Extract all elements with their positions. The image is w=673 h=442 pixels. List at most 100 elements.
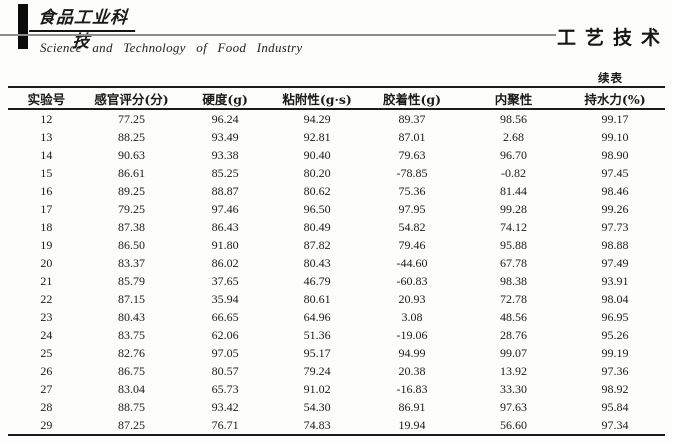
- value-cell: 80.62: [303, 184, 331, 198]
- value-cell: 74.83: [303, 418, 331, 432]
- column-header-4: 胶着性(g): [382, 91, 442, 107]
- experiment-id-cell: 21: [40, 274, 53, 288]
- value-cell: 80.61: [303, 292, 331, 306]
- results-table: 实验号 感官评分(分) 硬度(g) 粘附性(g·s) 胶着性(g) 内聚性 持水力(%) 1…: [8, 86, 665, 436]
- value-cell: 87.15: [118, 292, 145, 306]
- table-row: 20 83.37 86.02 80.43 -44.60 67.78 97.49: [8, 254, 665, 272]
- value-cell: 98.92: [601, 382, 629, 396]
- table-row: 26 86.75 80.57 79.24 20.38 13.92 97.36: [8, 362, 665, 380]
- experiment-id-cell: 24: [40, 328, 53, 342]
- value-cell: 97.63: [500, 400, 527, 414]
- table-continued-label: 续表: [598, 73, 623, 85]
- table-row: 12 77.25 96.24 94.29 89.37 98.56 99.17: [8, 109, 665, 128]
- value-cell: 99.07: [500, 346, 527, 360]
- value-cell: 93.42: [211, 400, 239, 414]
- value-cell: 95.17: [303, 346, 331, 360]
- value-cell: 93.49: [211, 130, 239, 144]
- value-cell: 96.95: [601, 310, 629, 324]
- value-cell: 48.56: [500, 310, 527, 324]
- value-cell: 90.40: [303, 148, 331, 162]
- value-cell: 93.38: [211, 148, 239, 162]
- experiment-id-cell: 18: [40, 220, 53, 234]
- experiment-id-cell: 13: [40, 130, 53, 144]
- value-cell: 99.10: [601, 130, 629, 144]
- value-cell: 62.06: [211, 328, 239, 342]
- experiment-id-cell: 15: [40, 166, 53, 180]
- table-row: 23 80.43 66.65 64.96 3.08 48.56 96.95: [8, 308, 665, 326]
- experiment-id-cell: 12: [40, 112, 53, 126]
- value-cell: 88.75: [118, 400, 145, 414]
- journal-logo: 食品工业科技: [29, 6, 137, 52]
- table-row: 19 86.50 91.80 87.82 79.46 95.88 98.88: [8, 236, 665, 254]
- value-cell: 92.81: [303, 130, 331, 144]
- value-cell: 91.02: [303, 382, 331, 396]
- value-cell: 76.71: [211, 418, 239, 432]
- experiment-id-cell: 19: [40, 238, 53, 252]
- value-cell: 3.08: [401, 310, 423, 324]
- value-cell: 95.84: [601, 400, 629, 414]
- logo-bar: [18, 4, 28, 49]
- experiment-id-cell: 20: [40, 256, 53, 270]
- value-cell: 80.43: [118, 310, 145, 324]
- value-cell: 51.36: [303, 328, 331, 342]
- value-cell: 97.05: [211, 346, 239, 360]
- experiment-id-cell: 22: [40, 292, 53, 306]
- value-cell: 98.04: [601, 292, 629, 306]
- value-cell: 75.36: [398, 184, 426, 198]
- value-cell: 80.57: [211, 364, 239, 378]
- masthead-rule: [0, 34, 556, 36]
- table-row: 17 79.25 97.46 96.50 97.95 99.28 99.26: [8, 200, 665, 218]
- table-row: 21 85.79 37.65 46.79 -60.83 98.38 93.91: [8, 272, 665, 290]
- value-cell: 54.30: [303, 400, 331, 414]
- experiment-id-cell: 14: [40, 148, 53, 162]
- value-cell: 91.80: [211, 238, 239, 252]
- column-header-5: 内聚性: [494, 91, 533, 107]
- table-row: 27 83.04 65.73 91.02 -16.83 33.30 98.92: [8, 380, 665, 398]
- value-cell: 97.34: [601, 418, 629, 432]
- value-cell: -16.83: [396, 382, 428, 396]
- value-cell: 97.46: [211, 202, 239, 216]
- table-row: 25 82.76 97.05 95.17 94.99 99.07 99.19: [8, 344, 665, 362]
- value-cell: 46.79: [303, 274, 331, 288]
- value-cell: 67.78: [500, 256, 527, 270]
- value-cell: 65.73: [211, 382, 239, 396]
- value-cell: 97.36: [601, 364, 629, 378]
- experiment-id-cell: 27: [40, 382, 53, 396]
- value-cell: 98.46: [601, 184, 629, 198]
- table-row: 16 89.25 88.87 80.62 75.36 81.44 98.46: [8, 182, 665, 200]
- experiment-id-cell: 25: [40, 346, 53, 360]
- value-cell: 98.90: [601, 148, 629, 162]
- value-cell: 74.12: [500, 220, 527, 234]
- value-cell: 99.17: [601, 112, 629, 126]
- value-cell: 19.94: [398, 418, 426, 432]
- value-cell: -60.83: [396, 274, 428, 288]
- value-cell: 20.93: [398, 292, 426, 306]
- value-cell: 95.88: [500, 238, 527, 252]
- table-row: 18 87.38 86.43 80.49 54.82 74.12 97.73: [8, 218, 665, 236]
- value-cell: 82.76: [118, 346, 145, 360]
- experiment-id-cell: 26: [40, 364, 53, 378]
- column-header-6: 持水力(%): [584, 91, 646, 107]
- column-header-2: 硬度(g): [202, 91, 248, 107]
- value-cell: 86.50: [118, 238, 145, 252]
- value-cell: 85.79: [118, 274, 145, 288]
- value-cell: -78.85: [396, 166, 428, 180]
- value-cell: 97.49: [601, 256, 629, 270]
- value-cell: 96.70: [500, 148, 527, 162]
- value-cell: 97.95: [398, 202, 426, 216]
- table-row: 15 86.61 85.25 80.20 -78.85 -0.82 97.45: [8, 164, 665, 182]
- value-cell: 87.01: [398, 130, 426, 144]
- experiment-id-cell: 23: [40, 310, 53, 324]
- value-cell: 89.37: [398, 112, 426, 126]
- value-cell: 90.63: [118, 148, 145, 162]
- value-cell: 93.91: [601, 274, 629, 288]
- table-row: 22 87.15 35.94 80.61 20.93 72.78 98.04: [8, 290, 665, 308]
- value-cell: 83.04: [118, 382, 145, 396]
- value-cell: 94.29: [303, 112, 331, 126]
- value-cell: 80.20: [303, 166, 331, 180]
- table-row: 13 88.25 93.49 92.81 87.01 2.68 99.10: [8, 128, 665, 146]
- value-cell: 97.45: [601, 166, 629, 180]
- value-cell: 85.25: [211, 166, 239, 180]
- section-title: 工艺技术: [556, 27, 669, 49]
- value-cell: 96.50: [303, 202, 331, 216]
